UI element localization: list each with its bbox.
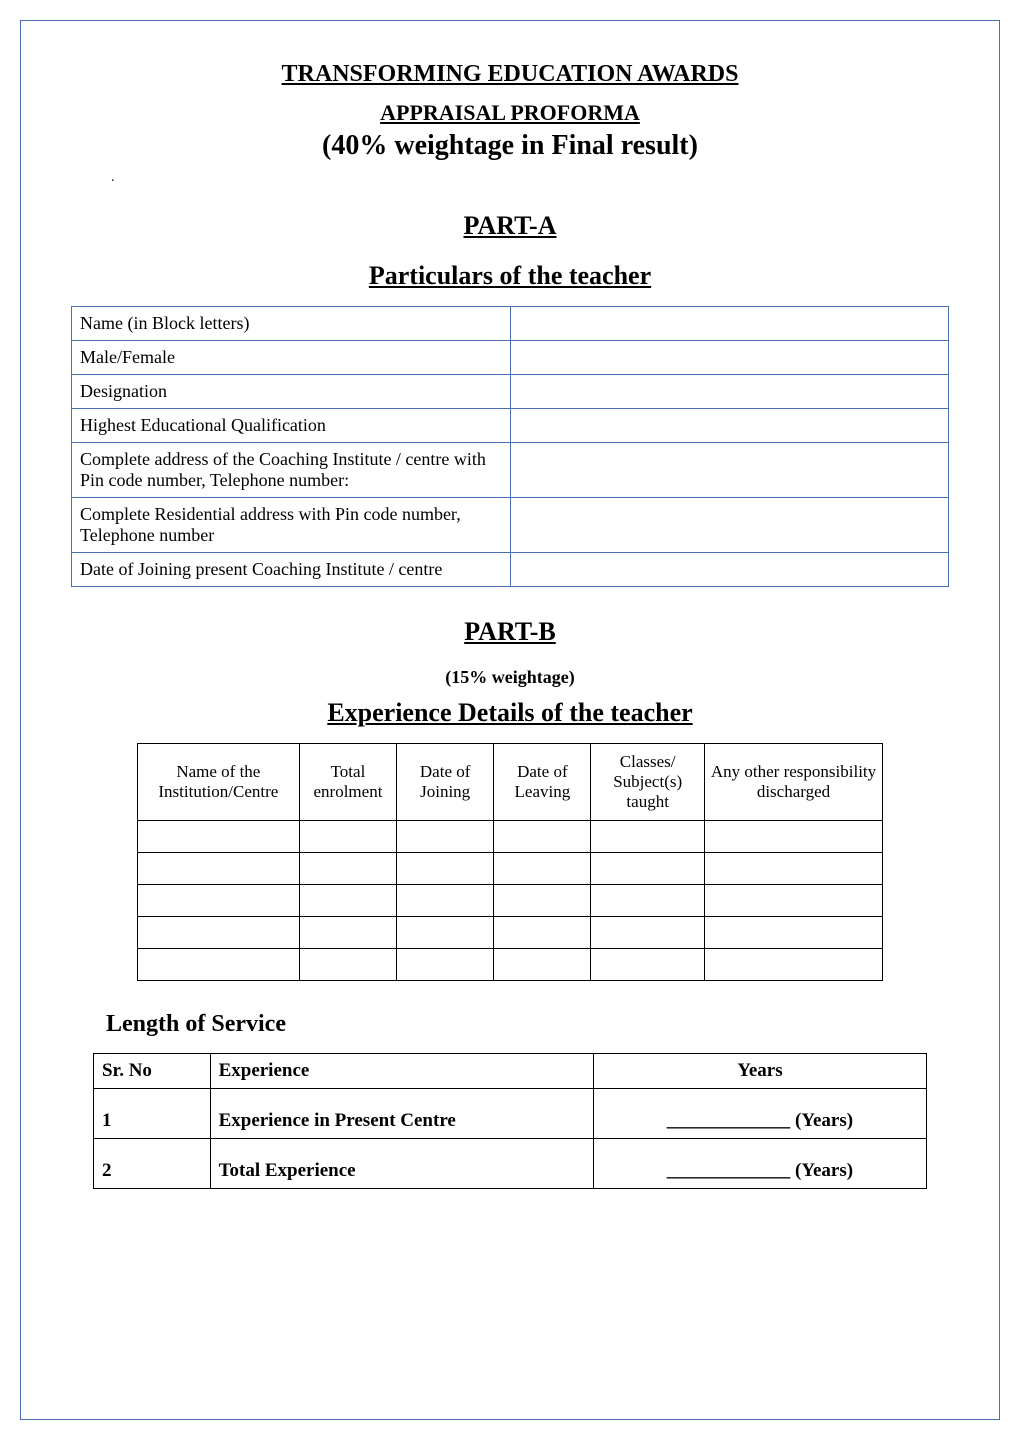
title-main: TRANSFORMING EDUCATION AWARDS — [71, 61, 949, 88]
title-sub: APPRAISAL PROFORMA — [71, 100, 949, 126]
col-header: Experience — [210, 1054, 593, 1089]
cell[interactable] — [591, 949, 704, 981]
table-header-row: Name of the Institution/Centre Total enr… — [137, 744, 882, 821]
particulars-value[interactable] — [510, 498, 949, 553]
cell[interactable] — [704, 821, 882, 853]
cell[interactable] — [299, 821, 396, 853]
cell[interactable] — [494, 917, 591, 949]
cell[interactable] — [137, 821, 299, 853]
col-header: Sr. No — [93, 1054, 210, 1089]
particulars-label: Date of Joining present Coaching Institu… — [72, 553, 511, 587]
experience-table: Name of the Institution/Centre Total enr… — [137, 743, 883, 981]
table-row: Name (in Block letters) — [72, 307, 949, 341]
sr-no: 2 — [93, 1139, 210, 1189]
part-b-heading: PART-B — [71, 617, 949, 647]
cell[interactable] — [137, 885, 299, 917]
table-row — [137, 949, 882, 981]
table-row — [137, 885, 882, 917]
particulars-label: Name (in Block letters) — [72, 307, 511, 341]
table-row: 1 Experience in Present Centre _________… — [93, 1089, 926, 1139]
cell[interactable] — [591, 853, 704, 885]
particulars-label: Designation — [72, 375, 511, 409]
cell[interactable] — [397, 853, 494, 885]
years-value[interactable]: _____________ (Years) — [593, 1089, 926, 1139]
particulars-value[interactable] — [510, 375, 949, 409]
table-row: Highest Educational Qualification — [72, 409, 949, 443]
table-row: Complete Residential address with Pin co… — [72, 498, 949, 553]
particulars-label: Male/Female — [72, 341, 511, 375]
cell[interactable] — [591, 917, 704, 949]
particulars-label: Complete Residential address with Pin co… — [72, 498, 511, 553]
cell[interactable] — [704, 917, 882, 949]
table-row — [137, 917, 882, 949]
particulars-heading: Particulars of the teacher — [71, 261, 949, 291]
particulars-value[interactable] — [510, 409, 949, 443]
table-row: 2 Total Experience _____________ (Years) — [93, 1139, 926, 1189]
cell[interactable] — [704, 885, 882, 917]
experience-heading: Experience Details of the teacher — [71, 698, 949, 728]
particulars-value[interactable] — [510, 443, 949, 498]
particulars-value[interactable] — [510, 307, 949, 341]
cell[interactable] — [137, 949, 299, 981]
experience-label: Total Experience — [210, 1139, 593, 1189]
particulars-label: Complete address of the Coaching Institu… — [72, 443, 511, 498]
particulars-label: Highest Educational Qualification — [72, 409, 511, 443]
title-weightage: (40% weightage in Final result) — [71, 130, 949, 162]
particulars-value[interactable] — [510, 553, 949, 587]
experience-label: Experience in Present Centre — [210, 1089, 593, 1139]
part-b-weightage: (15% weightage) — [71, 667, 949, 688]
cell[interactable] — [591, 821, 704, 853]
cell[interactable] — [494, 853, 591, 885]
cell[interactable] — [494, 885, 591, 917]
cell[interactable] — [299, 885, 396, 917]
cell[interactable] — [397, 821, 494, 853]
col-header: Total enrolment — [299, 744, 396, 821]
cell[interactable] — [494, 821, 591, 853]
table-row: Complete address of the Coaching Institu… — [72, 443, 949, 498]
cell[interactable] — [704, 853, 882, 885]
cell[interactable] — [137, 917, 299, 949]
table-row: Male/Female — [72, 341, 949, 375]
cell[interactable] — [299, 949, 396, 981]
cell[interactable] — [299, 917, 396, 949]
cell[interactable] — [397, 885, 494, 917]
part-a-heading: PART-A — [71, 211, 949, 241]
cell[interactable] — [137, 853, 299, 885]
years-value[interactable]: _____________ (Years) — [593, 1139, 926, 1189]
col-header: Classes/ Subject(s) taught — [591, 744, 704, 821]
table-row — [137, 821, 882, 853]
col-header: Years — [593, 1054, 926, 1089]
col-header: Date of Joining — [397, 744, 494, 821]
dot-marker: . — [111, 170, 949, 186]
cell[interactable] — [494, 949, 591, 981]
table-row — [137, 853, 882, 885]
cell[interactable] — [397, 917, 494, 949]
table-row: Date of Joining present Coaching Institu… — [72, 553, 949, 587]
cell[interactable] — [704, 949, 882, 981]
table-header-row: Sr. No Experience Years — [93, 1054, 926, 1089]
cell[interactable] — [299, 853, 396, 885]
sr-no: 1 — [93, 1089, 210, 1139]
cell[interactable] — [397, 949, 494, 981]
table-row: Designation — [72, 375, 949, 409]
particulars-value[interactable] — [510, 341, 949, 375]
col-header: Date of Leaving — [494, 744, 591, 821]
col-header: Name of the Institution/Centre — [137, 744, 299, 821]
page-border: TRANSFORMING EDUCATION AWARDS APPRAISAL … — [20, 20, 1000, 1420]
length-of-service-heading: Length of Service — [106, 1011, 949, 1038]
service-table: Sr. No Experience Years 1 Experience in … — [93, 1053, 927, 1189]
cell[interactable] — [591, 885, 704, 917]
particulars-table: Name (in Block letters) Male/Female Desi… — [71, 306, 949, 587]
col-header: Any other responsibility discharged — [704, 744, 882, 821]
